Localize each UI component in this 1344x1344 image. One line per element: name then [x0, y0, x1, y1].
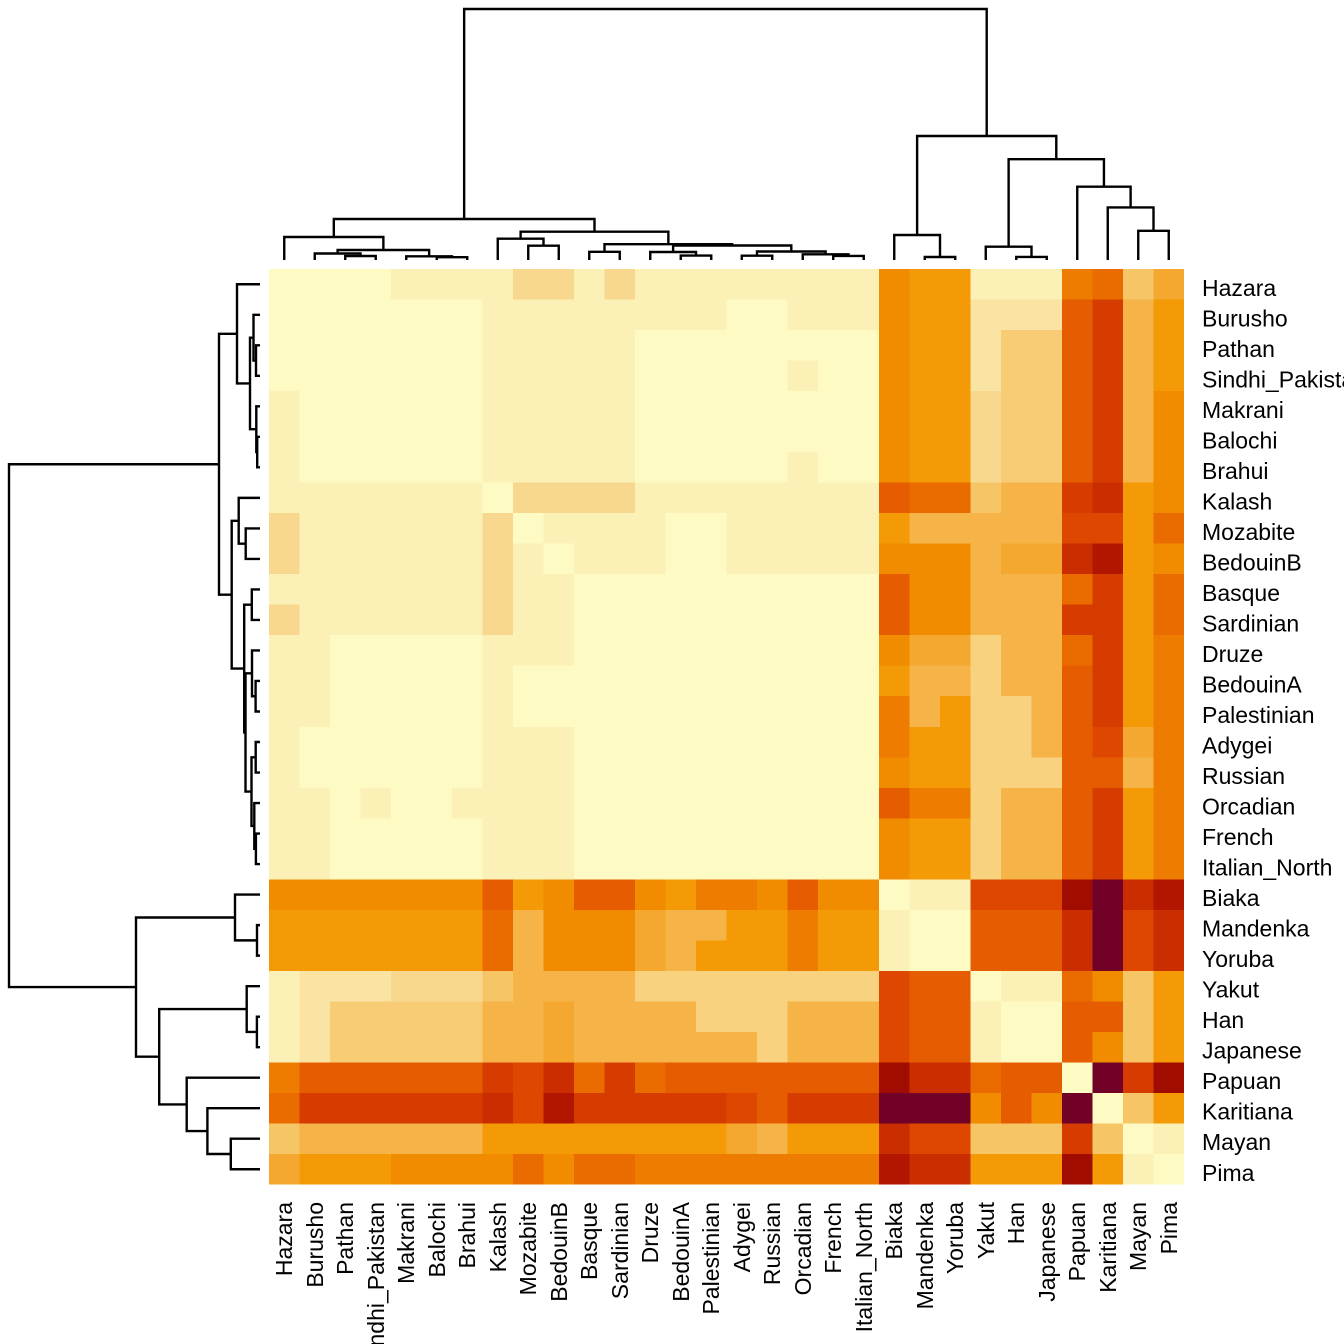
svg-text:Italian_North: Italian_North [851, 1202, 877, 1332]
svg-text:Adygei: Adygei [729, 1202, 755, 1272]
svg-text:Basque: Basque [576, 1202, 602, 1280]
svg-text:BedouinB: BedouinB [1202, 549, 1302, 575]
svg-text:Balochi: Balochi [424, 1202, 450, 1277]
svg-text:Sindhi_Pakistan: Sindhi_Pakistan [363, 1202, 389, 1344]
svg-text:Karitiana: Karitiana [1095, 1202, 1121, 1293]
svg-text:Mandenka: Mandenka [1202, 916, 1310, 942]
svg-text:Japanese: Japanese [1202, 1038, 1302, 1064]
svg-text:Pathan: Pathan [1202, 336, 1275, 362]
svg-text:Sardinian: Sardinian [607, 1202, 633, 1299]
svg-text:Yakut: Yakut [1202, 977, 1260, 1003]
svg-text:French: French [820, 1202, 846, 1274]
svg-text:Han: Han [1202, 1007, 1244, 1033]
svg-text:Burusho: Burusho [1202, 305, 1288, 331]
svg-text:Yoruba: Yoruba [942, 1202, 968, 1274]
svg-text:Basque: Basque [1202, 580, 1280, 606]
svg-text:French: French [1202, 824, 1274, 850]
svg-text:Brahui: Brahui [1202, 458, 1268, 484]
svg-text:Orcadian: Orcadian [790, 1202, 816, 1295]
svg-text:Yoruba: Yoruba [1202, 946, 1274, 972]
svg-text:Kalash: Kalash [485, 1202, 511, 1272]
svg-text:Pima: Pima [1156, 1202, 1182, 1255]
svg-text:Hazara: Hazara [1202, 275, 1276, 301]
svg-text:Palestinian: Palestinian [698, 1202, 724, 1315]
svg-text:Mayan: Mayan [1125, 1202, 1151, 1271]
svg-text:Yakut: Yakut [973, 1201, 999, 1259]
svg-text:Mozabite: Mozabite [1202, 519, 1295, 545]
svg-text:Druze: Druze [1202, 641, 1263, 667]
svg-text:Makrani: Makrani [1202, 397, 1284, 423]
svg-text:Adygei: Adygei [1202, 733, 1272, 759]
svg-text:Russian: Russian [1202, 763, 1285, 789]
svg-text:Karitiana: Karitiana [1202, 1099, 1293, 1125]
svg-text:Mandenka: Mandenka [912, 1202, 938, 1310]
svg-text:Pima: Pima [1202, 1160, 1255, 1186]
svg-text:Brahui: Brahui [454, 1202, 480, 1268]
svg-text:Papuan: Papuan [1202, 1068, 1281, 1094]
svg-text:Russian: Russian [759, 1202, 785, 1285]
svg-text:Mozabite: Mozabite [515, 1202, 541, 1295]
svg-text:Sardinian: Sardinian [1202, 610, 1299, 636]
svg-text:Italian_North: Italian_North [1202, 855, 1332, 881]
svg-text:BedouinA: BedouinA [668, 1201, 694, 1301]
svg-text:Mayan: Mayan [1202, 1129, 1271, 1155]
svg-text:BedouinB: BedouinB [546, 1202, 572, 1302]
svg-text:Japanese: Japanese [1034, 1202, 1060, 1302]
svg-text:Hazara: Hazara [271, 1202, 297, 1276]
svg-text:Sindhi_Pakistan: Sindhi_Pakistan [1202, 366, 1344, 392]
svg-text:Palestinian: Palestinian [1202, 702, 1315, 728]
svg-text:Biaka: Biaka [1202, 885, 1260, 911]
svg-text:Burusho: Burusho [302, 1202, 328, 1288]
svg-text:Pathan: Pathan [332, 1202, 358, 1275]
svg-text:Kalash: Kalash [1202, 488, 1272, 514]
svg-text:Orcadian: Orcadian [1202, 794, 1295, 820]
svg-text:Druze: Druze [637, 1202, 663, 1263]
svg-text:Han: Han [1003, 1202, 1029, 1244]
svg-text:BedouinA: BedouinA [1202, 672, 1302, 698]
svg-text:Makrani: Makrani [393, 1202, 419, 1284]
svg-text:Balochi: Balochi [1202, 427, 1277, 453]
svg-text:Biaka: Biaka [881, 1202, 907, 1260]
svg-text:Papuan: Papuan [1064, 1202, 1090, 1281]
